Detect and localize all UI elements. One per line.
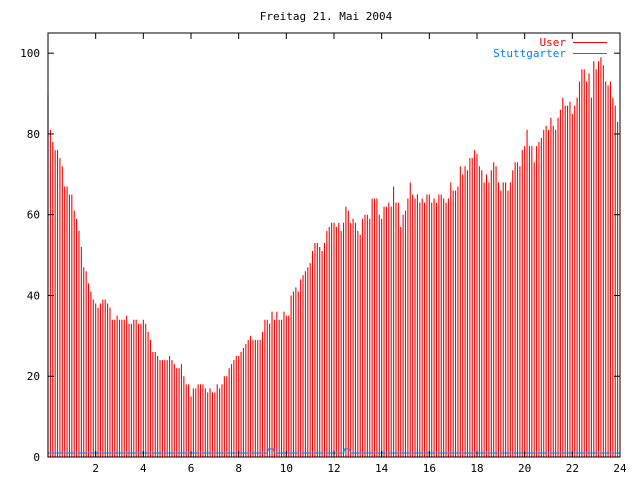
x-tick-label: 16 <box>423 462 436 475</box>
x-tick-label: 4 <box>140 462 147 475</box>
y-tick-label: 0 <box>33 451 40 464</box>
user-bars <box>47 57 619 457</box>
x-tick-label: 10 <box>280 462 293 475</box>
y-axis: 0 20 40 60 80 100 <box>20 47 620 464</box>
legend-label-user: User <box>540 36 567 49</box>
legend: User Stuttgarter <box>493 36 607 60</box>
x-tick-label: 24 <box>613 462 627 475</box>
x-axis: 2 4 6 8 10 12 14 16 18 20 22 24 <box>92 33 627 475</box>
x-tick-label: 6 <box>188 462 195 475</box>
legend-label-stuttgarter: Stuttgarter <box>493 47 566 60</box>
stuttgarter-line <box>48 448 620 454</box>
y-tick-label: 40 <box>27 289 40 302</box>
stuttgarter-line-group <box>48 448 620 454</box>
chart-title: Freitag 21. Mai 2004 <box>260 10 393 23</box>
y-tick-label: 80 <box>27 128 40 141</box>
x-tick-label: 2 <box>92 462 99 475</box>
x-tick-label: 8 <box>235 462 242 475</box>
x-tick-label: 12 <box>327 462 340 475</box>
y-tick-label: 60 <box>27 209 40 222</box>
x-tick-label: 14 <box>375 462 389 475</box>
y-tick-label: 100 <box>20 47 40 60</box>
y-tick-label: 20 <box>27 370 40 383</box>
x-tick-label: 22 <box>566 462 579 475</box>
x-tick-label: 20 <box>518 462 531 475</box>
x-tick-label: 18 <box>470 462 483 475</box>
